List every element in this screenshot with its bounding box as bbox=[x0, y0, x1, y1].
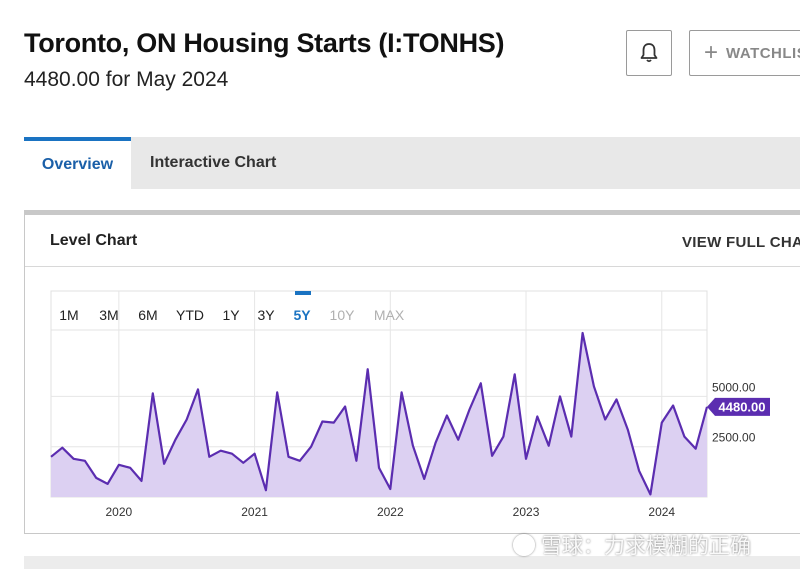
data-point bbox=[310, 446, 312, 448]
series-line bbox=[50, 331, 709, 496]
data-point bbox=[355, 460, 357, 462]
alert-button[interactable] bbox=[626, 30, 672, 76]
data-point bbox=[627, 428, 629, 430]
watchlist-button[interactable]: + WATCHLIST bbox=[689, 30, 800, 76]
watermark: 雪球：力求模糊的正确 bbox=[513, 530, 751, 560]
data-point bbox=[174, 439, 176, 441]
data-point bbox=[106, 483, 108, 485]
data-point bbox=[220, 450, 222, 452]
data-point bbox=[412, 445, 414, 447]
bell-icon bbox=[640, 43, 658, 63]
data-point bbox=[559, 395, 561, 397]
data-point bbox=[118, 464, 120, 466]
data-point bbox=[72, 458, 74, 460]
data-point bbox=[695, 448, 697, 450]
data-point bbox=[163, 463, 165, 465]
data-point bbox=[344, 405, 346, 407]
data-point bbox=[197, 388, 199, 390]
data-point bbox=[548, 445, 550, 447]
data-point bbox=[129, 467, 131, 469]
y-tick-label: 5000.00 bbox=[712, 380, 756, 394]
series-area bbox=[51, 333, 707, 497]
data-point bbox=[661, 421, 663, 423]
range-button-5y[interactable]: 5Y bbox=[293, 307, 311, 323]
range-button-1y[interactable]: 1Y bbox=[222, 307, 240, 323]
data-point bbox=[367, 368, 369, 370]
data-point bbox=[61, 447, 63, 449]
data-point bbox=[615, 398, 617, 400]
y-tick-label: 2500.00 bbox=[712, 431, 756, 445]
data-point bbox=[423, 478, 425, 480]
range-button-10y: 10Y bbox=[330, 307, 356, 323]
range-button-1m[interactable]: 1M bbox=[59, 307, 78, 323]
data-point bbox=[570, 435, 572, 437]
data-point bbox=[321, 420, 323, 422]
range-button-6m[interactable]: 6M bbox=[138, 307, 157, 323]
data-point bbox=[491, 455, 493, 457]
data-point bbox=[287, 456, 289, 458]
data-point bbox=[299, 460, 301, 462]
x-tick-label: 2021 bbox=[241, 505, 268, 519]
watermark-text: 雪球：力求模糊的正确 bbox=[541, 535, 751, 558]
next-card-edge bbox=[24, 556, 800, 569]
x-tick-label: 2020 bbox=[106, 505, 133, 519]
range-button-max: MAX bbox=[374, 307, 405, 323]
last-value-badge: 4480.00 bbox=[707, 397, 770, 416]
data-point bbox=[265, 489, 267, 491]
data-point bbox=[231, 453, 233, 455]
data-point bbox=[253, 453, 255, 455]
x-tick-label: 2022 bbox=[377, 505, 404, 519]
data-point bbox=[242, 462, 244, 464]
watchlist-label: WATCHLIST bbox=[726, 44, 800, 62]
data-point bbox=[434, 442, 436, 444]
active-range-indicator bbox=[295, 291, 311, 295]
card-title: Level Chart bbox=[50, 232, 138, 249]
latest-value-subtitle: 4480.00 for May 2024 bbox=[24, 68, 229, 91]
data-point bbox=[468, 408, 470, 410]
tab-interactive-chart[interactable]: Interactive Chart bbox=[150, 154, 277, 171]
data-point bbox=[400, 391, 402, 393]
data-point bbox=[446, 414, 448, 416]
range-button-3y[interactable]: 3Y bbox=[257, 307, 275, 323]
page-title: Toronto, ON Housing Starts (I:TONHS) bbox=[24, 28, 505, 58]
tab-bar: Overview Interactive Chart bbox=[24, 137, 800, 189]
data-point bbox=[378, 467, 380, 469]
data-point bbox=[536, 415, 538, 417]
data-point bbox=[389, 488, 391, 490]
data-point bbox=[208, 456, 210, 458]
data-point bbox=[50, 456, 52, 458]
data-point bbox=[84, 460, 86, 462]
plus-icon: + bbox=[704, 39, 719, 66]
data-point bbox=[581, 332, 583, 334]
data-point bbox=[638, 470, 640, 472]
data-point bbox=[649, 493, 651, 495]
data-point bbox=[514, 373, 516, 375]
data-point bbox=[95, 477, 97, 479]
data-point bbox=[276, 391, 278, 393]
data-point bbox=[502, 435, 504, 437]
data-point bbox=[457, 439, 459, 441]
data-point bbox=[593, 385, 595, 387]
last-value-label: 4480.00 bbox=[719, 399, 766, 414]
range-button-ytd[interactable]: YTD bbox=[176, 307, 204, 323]
view-full-chart-link[interactable]: VIEW FULL CHART bbox=[682, 234, 800, 251]
data-point bbox=[683, 435, 685, 437]
data-point bbox=[152, 392, 154, 394]
data-point bbox=[140, 480, 142, 482]
data-point bbox=[333, 421, 335, 423]
data-point bbox=[672, 404, 674, 406]
range-button-3m[interactable]: 3M bbox=[99, 307, 118, 323]
data-point bbox=[604, 418, 606, 420]
x-tick-label: 2023 bbox=[513, 505, 540, 519]
tab-overview[interactable]: Overview bbox=[24, 137, 131, 189]
card-divider bbox=[25, 266, 800, 267]
data-point bbox=[186, 418, 188, 420]
x-tick-label: 2024 bbox=[648, 505, 675, 519]
data-point bbox=[525, 458, 527, 460]
snowball-logo-icon bbox=[513, 534, 535, 556]
data-point bbox=[480, 382, 482, 384]
